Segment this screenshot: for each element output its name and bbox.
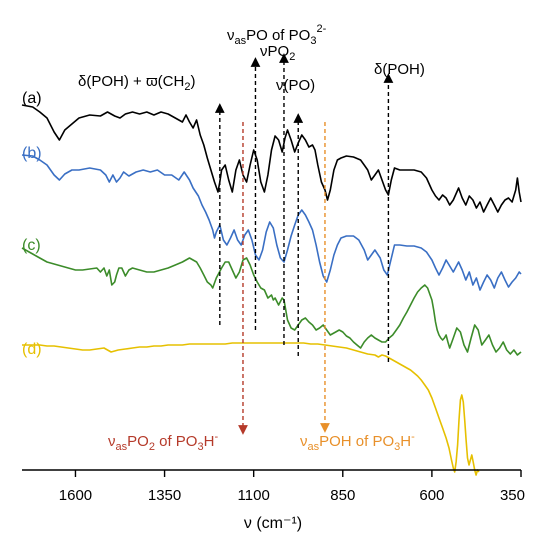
x-tick-label-600: 600 <box>419 487 444 504</box>
series-layer <box>21 104 522 476</box>
x-tick-label-1600: 1600 <box>59 487 92 504</box>
annotation-label-vpo2: νPO2 <box>260 43 295 63</box>
series-label-c: (c) <box>22 237 41 254</box>
series-label-b: (b) <box>22 145 42 162</box>
annotation-label-vas-po2-po3h: νasPO2 of PO3H- <box>108 431 218 453</box>
x-tick-label-350: 350 <box>500 487 525 504</box>
x-tick-label-1100: 1100 <box>238 487 270 504</box>
annotation-label-poh-ch2: δ(POH) + ϖ(CH2) <box>78 73 195 93</box>
annotation-label-vas-poh-po3h: νasPOH of PO3H- <box>300 431 415 453</box>
x-tick-label-1350: 1350 <box>148 487 181 504</box>
annotation-label-vpo: ν(PO) <box>276 77 315 94</box>
annotation-lines <box>214 53 394 435</box>
series-line-1 <box>21 104 522 213</box>
series-line-2 <box>21 154 522 291</box>
series-label-d: (d) <box>22 341 42 358</box>
x-axis-label: ν (cm⁻¹) <box>244 515 302 532</box>
series-line-3 <box>21 247 522 356</box>
series-line-4 <box>22 342 480 476</box>
x-axis-ticks: 1600 1350 1100 850 600 350 <box>59 470 525 504</box>
annotation-label-vas-po-po3: νasPO of PO32- <box>227 23 327 47</box>
x-tick-label-850: 850 <box>330 487 355 504</box>
annotation-label-poh: δ(POH) <box>374 61 425 78</box>
series-label-a: (a) <box>22 90 42 107</box>
